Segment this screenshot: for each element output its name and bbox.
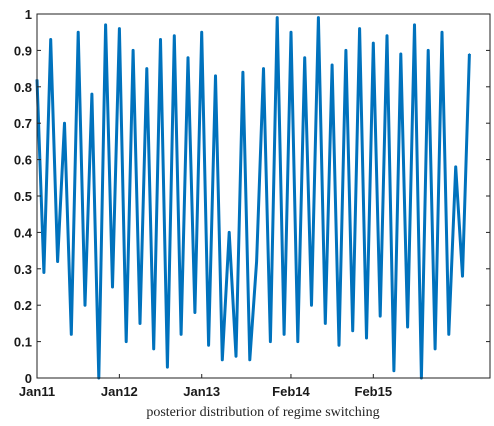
data-point <box>200 31 203 33</box>
x-tick-label: Jan12 <box>101 384 138 399</box>
data-point <box>125 340 128 343</box>
y-tick-label: 0.1 <box>14 335 32 350</box>
data-point <box>118 27 121 30</box>
y-tick-label: 0.5 <box>14 189 32 204</box>
data-point <box>70 333 73 336</box>
data-point <box>159 38 162 41</box>
data-point <box>454 166 457 168</box>
data-point <box>351 329 354 332</box>
data-point <box>441 31 443 33</box>
data-point <box>43 271 45 274</box>
data-point <box>290 31 292 33</box>
data-point <box>283 333 285 336</box>
data-point <box>235 355 237 357</box>
data-point <box>228 231 230 234</box>
data-point <box>146 67 148 70</box>
data-point <box>276 16 279 19</box>
data-point <box>242 71 244 74</box>
data-point <box>399 53 402 55</box>
data-point <box>434 348 436 350</box>
data-point <box>413 24 416 26</box>
y-tick-label: 1 <box>25 7 32 22</box>
data-point <box>49 38 52 41</box>
data-point <box>324 322 327 325</box>
data-point <box>310 304 313 307</box>
data-point <box>468 53 471 55</box>
data-point <box>372 42 375 44</box>
x-tick-label: Jan13 <box>183 384 220 399</box>
data-point <box>63 122 66 124</box>
data-point <box>180 333 182 336</box>
data-point <box>56 260 59 263</box>
data-point <box>166 366 169 368</box>
data-point <box>194 311 196 314</box>
data-point <box>303 56 306 59</box>
data-point <box>331 64 333 66</box>
data-point <box>461 275 464 277</box>
data-point <box>406 326 409 328</box>
x-tick-label: Feb15 <box>355 384 393 399</box>
data-point <box>345 49 347 52</box>
y-tick-label: 0.7 <box>14 116 32 131</box>
data-point <box>84 304 86 307</box>
data-point <box>152 348 155 350</box>
y-tick-label: 0.4 <box>14 225 33 240</box>
data-point <box>255 260 258 263</box>
y-tick-label: 0.6 <box>14 153 32 168</box>
data-point <box>448 333 450 336</box>
series-line <box>35 16 471 380</box>
data-point <box>111 286 114 288</box>
data-point <box>214 75 217 77</box>
y-tick-label: 0.2 <box>14 298 32 313</box>
data-point <box>262 67 265 70</box>
x-tick-label: Jan11 <box>19 384 55 399</box>
y-tick-label: 0.8 <box>14 80 32 95</box>
data-point <box>221 359 224 361</box>
data-point <box>379 315 381 317</box>
data-point <box>358 27 361 30</box>
data-point <box>393 369 395 372</box>
data-point <box>77 31 79 33</box>
data-point <box>338 344 340 347</box>
data-point <box>173 35 176 37</box>
data-point <box>297 340 299 343</box>
data-point <box>365 337 368 339</box>
x-axis-label: posterior distribution of regime switchi… <box>146 405 379 420</box>
data-point <box>386 35 388 37</box>
data-point <box>187 56 189 59</box>
data-point <box>132 49 134 52</box>
data-point <box>248 359 251 361</box>
data-point <box>104 24 107 26</box>
data-point <box>427 49 430 52</box>
data-point <box>207 344 210 347</box>
data-point <box>139 322 141 325</box>
data-point <box>317 16 320 19</box>
y-tick-label: 0.3 <box>14 262 32 277</box>
y-tick-label: 0 <box>25 371 32 386</box>
x-tick-label: Feb14 <box>272 384 310 399</box>
series-layer <box>35 16 471 380</box>
y-axis: 0 0.1 0.2 0.3 0.4 0.5 0.6 0.7 0.8 0.9 1 <box>14 7 490 386</box>
x-axis: Jan11 Jan12 Jan13 Feb14 Feb15 <box>19 374 392 399</box>
y-tick-label: 0.9 <box>14 43 32 58</box>
data-point <box>91 93 93 95</box>
data-point <box>269 340 272 343</box>
